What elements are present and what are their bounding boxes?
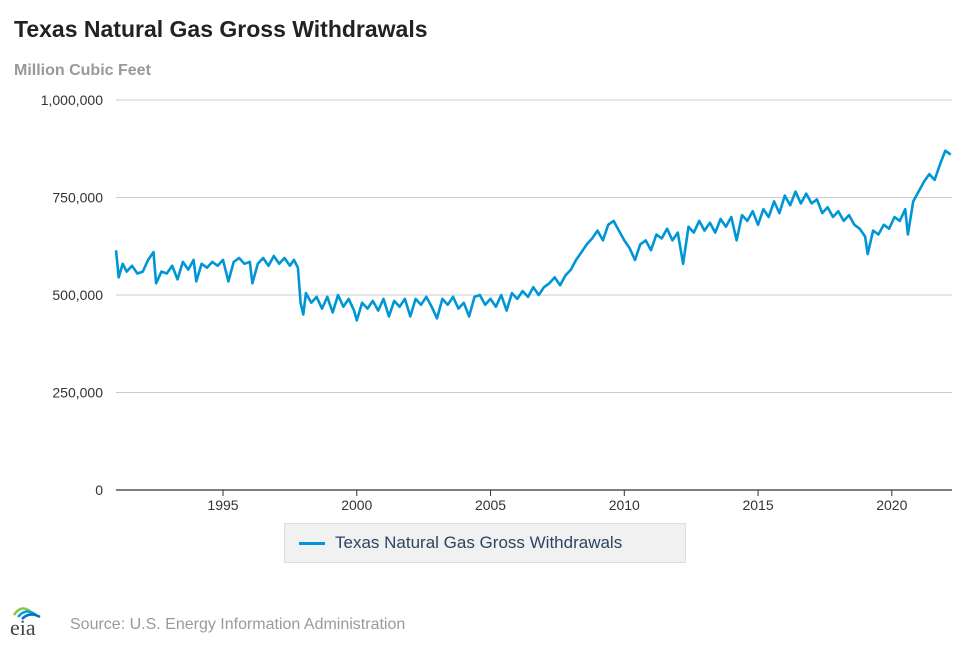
x-tick-label: 2015 bbox=[742, 497, 773, 513]
y-tick-label: 250,000 bbox=[52, 385, 103, 401]
legend-label: Texas Natural Gas Gross Withdrawals bbox=[335, 533, 623, 552]
legend-swatch bbox=[299, 541, 325, 545]
series-line bbox=[114, 149, 952, 322]
y-tick-label: 500,000 bbox=[52, 287, 103, 303]
chart-title: Texas Natural Gas Gross Withdrawals bbox=[14, 16, 428, 42]
x-axis: 1995 2000 2005 2010 2015 2020 bbox=[116, 489, 952, 513]
x-tick-label: 2000 bbox=[341, 497, 372, 513]
svg-text:eia: eia bbox=[10, 615, 36, 639]
units-label: Million Cubic Feet bbox=[14, 62, 151, 79]
y-tick-label: 750,000 bbox=[52, 190, 103, 206]
x-tick-label: 1995 bbox=[207, 497, 238, 513]
x-tick-label: 2005 bbox=[475, 497, 506, 513]
y-tick-label: 0 bbox=[95, 482, 103, 498]
chart-area: 0 250,000 500,000 750,000 1,000,000 1995 2000… bbox=[41, 92, 952, 513]
y-axis-labels: 0 250,000 500,000 750,000 1,000,000 bbox=[41, 92, 104, 498]
x-tick-label: 2010 bbox=[609, 497, 640, 513]
source-note: Source: U.S. Energy Information Administ… bbox=[70, 616, 406, 633]
series-group bbox=[114, 149, 952, 322]
gridlines bbox=[116, 99, 952, 393]
legend[interactable]: Texas Natural Gas Gross Withdrawals bbox=[284, 523, 686, 563]
eia-logo-icon: eia bbox=[10, 607, 41, 639]
footer: eia bbox=[8, 603, 60, 639]
x-tick-label: 2020 bbox=[876, 497, 907, 513]
y-tick-label: 1,000,000 bbox=[41, 92, 103, 108]
